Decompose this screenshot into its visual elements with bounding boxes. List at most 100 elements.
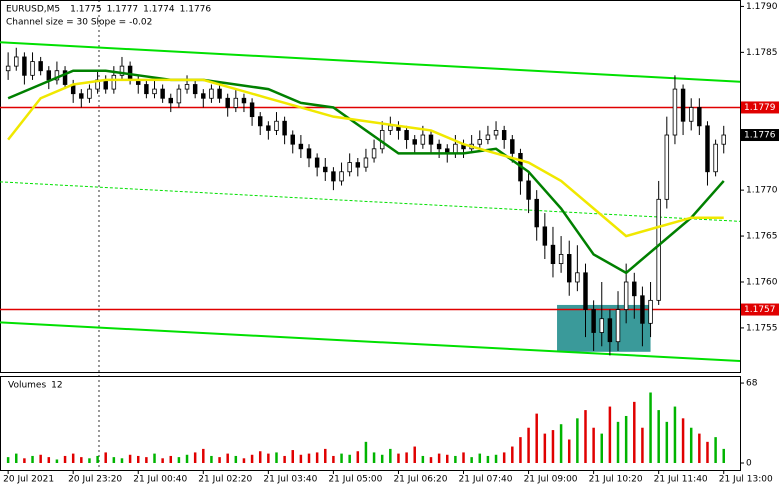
candle-body <box>347 162 352 173</box>
x-tick-label: 21 Jul 07:40 <box>459 475 513 485</box>
candle-body <box>323 166 328 173</box>
candle-body <box>152 88 157 95</box>
level-label: 1.1757 <box>744 305 776 315</box>
candle-body <box>371 148 377 159</box>
candle-body <box>436 143 442 150</box>
candle-body <box>38 61 43 72</box>
candle-body <box>558 254 564 265</box>
x-tick-label: 21 Jul 09:00 <box>524 475 578 485</box>
x-tick-label: 21 Jul 00:40 <box>133 475 187 485</box>
channel-line <box>0 41 741 83</box>
candle-body <box>201 93 206 99</box>
y-tick-label: 1.1785 <box>746 48 778 58</box>
candle-body <box>257 116 263 127</box>
candle-body <box>485 134 491 141</box>
candle-body <box>282 120 287 136</box>
candle-body <box>46 70 52 81</box>
candle-body <box>526 180 531 200</box>
candle-body <box>575 272 580 283</box>
y-tick-label: 1.1790 <box>746 2 778 12</box>
y-tick-label: 1.1755 <box>746 323 778 333</box>
candle-body <box>79 93 84 99</box>
candle-body <box>583 272 588 310</box>
candle-body <box>664 134 670 200</box>
candle-body <box>607 318 613 343</box>
candle-body <box>680 88 686 122</box>
x-tick-label: 21 Jul 03:40 <box>263 475 317 485</box>
x-tick-label: 21 Jul 02:20 <box>198 475 252 485</box>
candle-body <box>534 198 539 228</box>
volume-title: Volumes <box>8 381 46 391</box>
candle-body <box>217 88 222 99</box>
candle-body <box>721 134 726 145</box>
candle-body <box>648 299 653 324</box>
candle-body <box>87 88 92 99</box>
candle-body <box>209 88 214 99</box>
candle-body <box>697 107 702 127</box>
candle-body <box>705 125 710 173</box>
x-tick-label: 21 Jul 11:40 <box>654 475 708 485</box>
candle-body <box>599 318 604 333</box>
candle-body <box>290 134 295 145</box>
candle-body <box>404 130 409 141</box>
candle-body <box>233 97 239 108</box>
candle-body <box>14 56 19 67</box>
candle-body <box>640 295 645 324</box>
candle-body <box>477 139 483 145</box>
candle-body <box>160 88 165 99</box>
x-tick-label: 21 Jul 05:00 <box>328 475 382 485</box>
channel-line <box>0 181 741 222</box>
candle-body <box>298 143 304 150</box>
candle-body <box>542 226 548 246</box>
current-price-box <box>741 129 779 142</box>
candle-body <box>241 97 247 104</box>
candle-body <box>119 65 125 76</box>
header-ohlc: 1.1777 <box>107 5 139 15</box>
candle-body <box>314 157 320 168</box>
candle-body <box>5 65 11 72</box>
candle-body <box>550 244 556 265</box>
candle-body <box>428 134 434 145</box>
volume-tick-label: 68 <box>746 379 758 389</box>
x-tick-label: 21 Jul 06:20 <box>393 475 447 485</box>
candle-body <box>713 143 718 173</box>
candle-body <box>225 97 230 108</box>
candle-body <box>688 107 694 122</box>
candle-body <box>388 125 393 131</box>
current-price-label: 1.1776 <box>744 131 776 141</box>
main-panel-border <box>0 0 741 373</box>
candle-body <box>144 84 149 95</box>
candle-body <box>672 88 678 136</box>
candle-body <box>591 309 596 333</box>
channel-line <box>0 321 741 362</box>
candle-body <box>306 148 312 159</box>
candle-body <box>54 70 60 81</box>
candle-body <box>493 130 499 136</box>
candle-body <box>266 125 271 131</box>
symbol: EURUSD,M5 <box>6 5 60 15</box>
volume-panel-border <box>0 376 741 471</box>
candle-body <box>632 281 637 297</box>
x-tick-label: 20 Jul 2021 <box>3 475 54 485</box>
candle-body <box>176 88 182 104</box>
candle-body <box>111 74 117 90</box>
candle-body <box>192 84 198 95</box>
candle-body <box>184 84 190 90</box>
header-ohlc: 1.1775 <box>70 5 102 15</box>
candle-body <box>30 61 35 76</box>
candle-body <box>339 171 344 182</box>
candle-body <box>623 281 629 310</box>
candle-body <box>355 162 361 168</box>
volume-last: 12 <box>51 381 62 391</box>
candle-body <box>615 309 621 343</box>
level-label: 1.1779 <box>744 103 776 113</box>
volume-tick-label: 0 <box>746 459 752 469</box>
candle-body <box>22 56 27 76</box>
y-tick-label: 1.1765 <box>746 232 778 242</box>
candle-body <box>510 139 515 154</box>
y-tick-label: 1.1770 <box>746 186 778 196</box>
candle-body <box>168 97 173 104</box>
candle-body <box>274 120 279 131</box>
price-layer <box>5 47 726 463</box>
